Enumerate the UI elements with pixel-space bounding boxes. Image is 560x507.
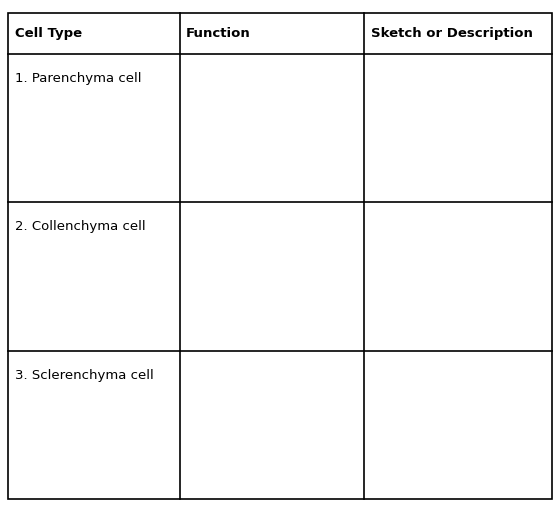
Text: 3. Sclerenchyma cell: 3. Sclerenchyma cell (15, 369, 154, 382)
Text: Function: Function (186, 27, 251, 40)
Text: 2. Collenchyma cell: 2. Collenchyma cell (15, 221, 146, 233)
Text: Cell Type: Cell Type (15, 27, 82, 40)
Text: 1. Parenchyma cell: 1. Parenchyma cell (15, 72, 142, 85)
Text: Sketch or Description: Sketch or Description (371, 27, 533, 40)
